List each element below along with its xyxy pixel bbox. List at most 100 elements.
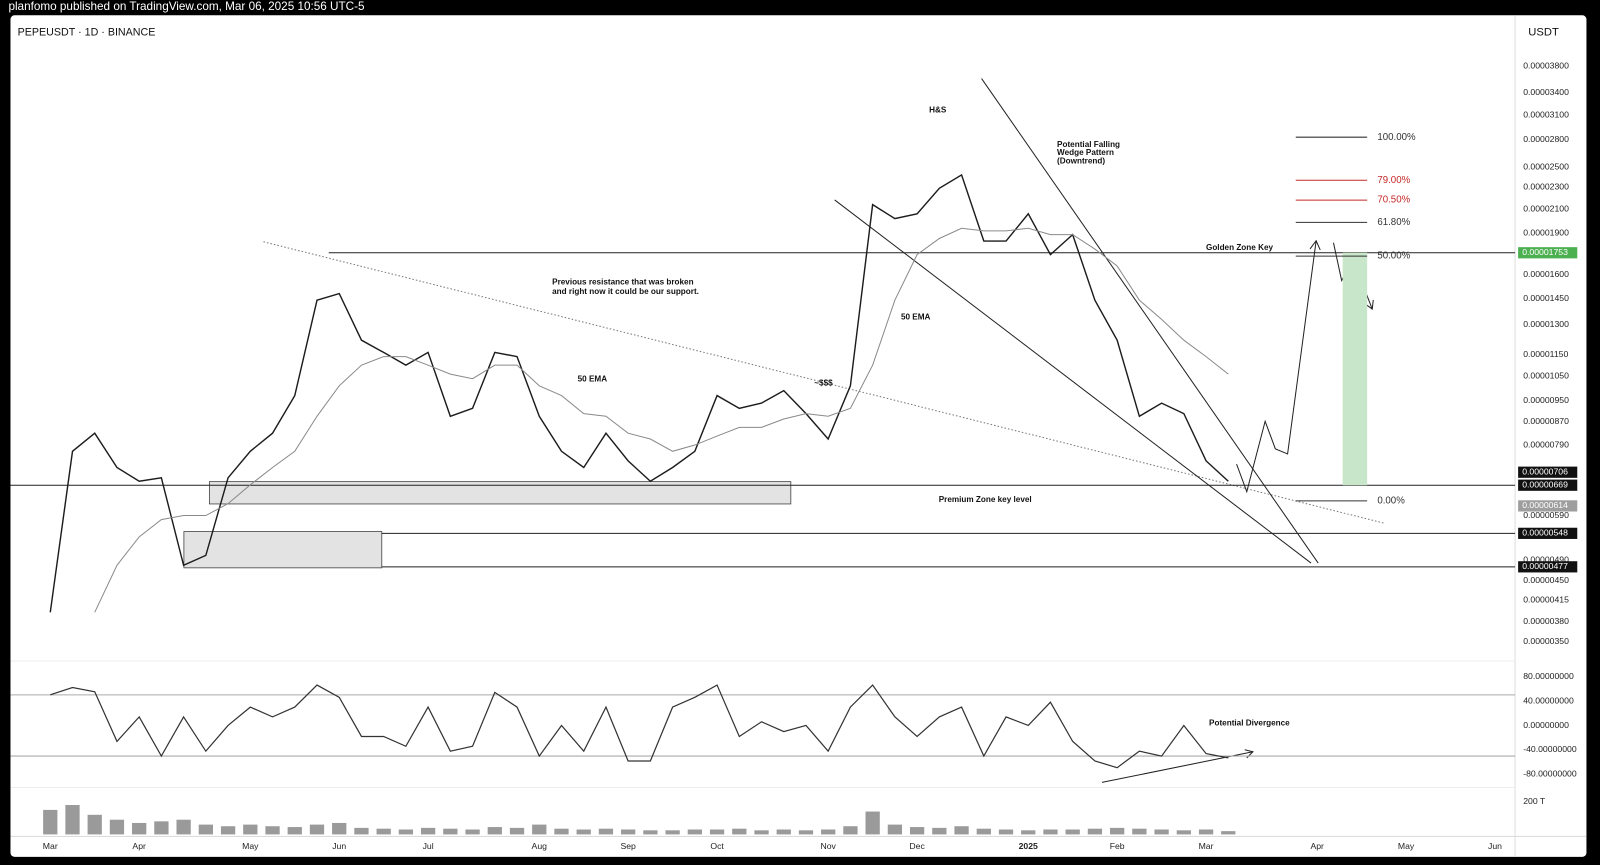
y-tick-label: 0.00002100 <box>1523 203 1569 213</box>
y-tick-label: 0.00001900 <box>1523 228 1569 238</box>
annotation: 50 EMA <box>578 375 608 384</box>
volume-bar <box>198 824 213 835</box>
x-tick-label: Jun <box>1488 841 1502 851</box>
volume-bar <box>909 827 925 835</box>
price-tag-label: 0.00001753 <box>1522 247 1568 257</box>
y-tick-label: 0.00000950 <box>1523 395 1569 405</box>
fib-label: 50.00% <box>1377 251 1410 262</box>
volume-bar <box>109 819 125 835</box>
volume-bar <box>1043 829 1058 835</box>
volume-bar <box>376 828 391 835</box>
price-tag <box>1518 561 1578 573</box>
volume-bar <box>732 828 747 835</box>
y-tick-label: 0.00000415 <box>1523 595 1569 605</box>
price-tag <box>1518 479 1578 491</box>
arrow-head <box>1309 239 1321 251</box>
y-tick-label: 0.00003100 <box>1523 110 1569 120</box>
y-tick-label: 0.00000380 <box>1523 616 1569 626</box>
y-tick-label: 0.00001300 <box>1523 319 1569 329</box>
price-tag-label: 0.00000548 <box>1522 528 1568 538</box>
osc-tick-label: -80.00000000 <box>1523 769 1577 779</box>
y-tick-label: 0.00000590 <box>1523 510 1569 520</box>
volume-bar <box>398 829 414 835</box>
x-tick-label: Oct <box>710 841 724 851</box>
volume-bar <box>265 826 280 835</box>
annotation: Potential Divergence <box>1209 718 1290 727</box>
volume-bar <box>65 805 80 835</box>
annotation: Golden Zone Key <box>1206 243 1274 252</box>
volume-bar <box>220 826 236 835</box>
x-tick-label: Dec <box>909 841 925 851</box>
price-tag-label: 0.00000706 <box>1522 467 1568 477</box>
y-tick-label: 0.00001150 <box>1523 349 1568 359</box>
volume-bar <box>976 828 991 835</box>
price-tag <box>1518 500 1578 512</box>
volume-bar <box>1132 828 1147 835</box>
osc-tick-label: 80.00000000 <box>1523 671 1574 681</box>
ema-line <box>94 227 1229 613</box>
y-tick-label: 0.00000790 <box>1523 439 1569 449</box>
x-tick-label: Feb <box>1110 841 1125 851</box>
volume-bar <box>332 822 347 835</box>
annotation: 50 EMA <box>901 312 931 321</box>
volume-bar <box>954 826 969 835</box>
fib-label: 0.00% <box>1377 495 1405 506</box>
divergence-line <box>1101 751 1254 783</box>
volume-bar <box>998 829 1014 835</box>
volume-bar <box>487 827 502 835</box>
volume-bar <box>243 824 258 835</box>
projection-path <box>1236 240 1317 494</box>
volume-bar <box>1198 829 1214 835</box>
y-tick-label: 0.00000870 <box>1523 416 1569 426</box>
price-tag <box>1518 466 1578 478</box>
annotation: and right now it could be our support. <box>552 287 699 296</box>
price-tag <box>1518 247 1578 259</box>
oscillator-line <box>50 684 1229 769</box>
y-tick-label: 0.00000450 <box>1523 575 1569 585</box>
volume-bar <box>643 830 658 835</box>
annotation: H&S <box>929 105 947 114</box>
y-tick-label: 0.00002500 <box>1523 161 1569 171</box>
y-tick-label: 0.00002300 <box>1523 182 1569 192</box>
volume-bar <box>865 811 880 835</box>
target-box <box>1342 252 1368 486</box>
volume-bar <box>132 822 147 835</box>
x-tick-label: Mar <box>43 841 58 851</box>
annotation: (Downtrend) <box>1057 156 1105 165</box>
zone <box>208 481 792 505</box>
zone <box>183 531 383 569</box>
volume-bar <box>420 827 436 835</box>
volume-bar <box>309 824 325 835</box>
x-tick-label: May <box>242 841 259 851</box>
y-tick-label: 0.00003400 <box>1523 87 1569 97</box>
volume-bar <box>1065 829 1080 835</box>
annotation: Premium Zone key level <box>939 495 1032 504</box>
annotation: Previous resistance that was broken <box>552 278 693 287</box>
annotation: Potential Falling <box>1057 140 1120 149</box>
volume-bar <box>87 814 102 835</box>
chart-panel <box>10 15 1587 857</box>
volume-bar <box>554 828 569 835</box>
fib-label: 79.00% <box>1377 175 1410 186</box>
volume-bar <box>465 829 480 835</box>
osc-tick-label: -40.00000000 <box>1523 744 1577 754</box>
volume-bar <box>1021 830 1036 835</box>
x-tick-label: May <box>1398 841 1415 851</box>
volume-bar <box>509 827 525 835</box>
volume-bar <box>687 829 702 835</box>
volume-bar <box>576 829 591 835</box>
y-tick-label: 0.00002800 <box>1523 134 1569 144</box>
volume-bar <box>932 827 947 835</box>
volume-bar <box>532 824 547 835</box>
volume-bar <box>43 809 58 835</box>
y-tick-label: 0.00001600 <box>1523 269 1569 279</box>
header: planfomo published on TradingView.com, M… <box>8 0 365 13</box>
volume-bar <box>1176 830 1191 835</box>
x-tick-label: Apr <box>1310 841 1324 851</box>
x-tick-label: Jul <box>423 841 434 851</box>
volume-tick-label: 200 T <box>1523 796 1546 806</box>
x-tick-label: 2025 <box>1019 841 1038 851</box>
fib-label: 61.80% <box>1377 217 1410 228</box>
